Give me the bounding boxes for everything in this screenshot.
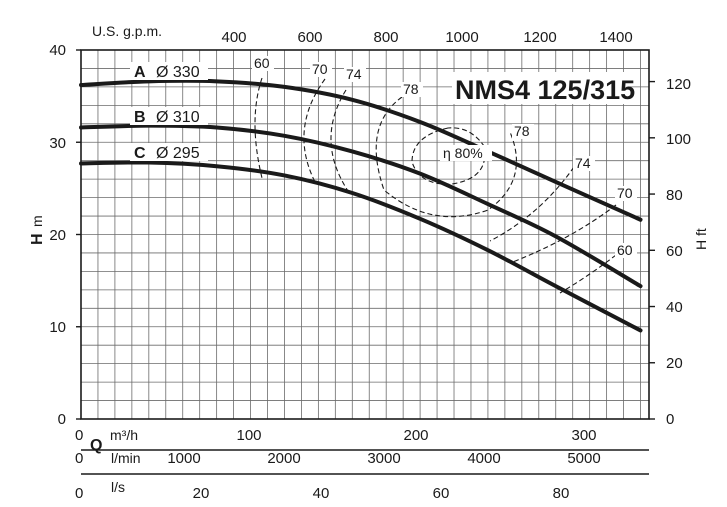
- left-tick: 40: [49, 42, 66, 59]
- bottom-m3h-tick: 0: [75, 427, 83, 444]
- eff-label-bg: [252, 56, 274, 71]
- curve-c: [79, 160, 643, 333]
- efficiency-74-right: [489, 166, 575, 242]
- curve-c-diameter: Ø 295: [156, 145, 200, 162]
- top-tick: 800: [373, 29, 398, 46]
- eff-label-74-left: 74: [346, 66, 362, 82]
- eff-label-70-right: 70: [617, 185, 633, 201]
- eff-label-bg: [310, 62, 332, 77]
- eff-peak-label-bg: [440, 145, 492, 161]
- bottom-m3h-tick: 200: [403, 427, 428, 444]
- right-tick: 120: [666, 76, 691, 93]
- bottom-lmin-tick: 4000: [467, 450, 500, 467]
- efficiency-70-left: [303, 78, 326, 185]
- curve-a-diameter: Ø 330: [156, 64, 200, 81]
- left-axis-label-h: H: [29, 233, 46, 245]
- left-axis-label-unit: m: [29, 215, 45, 227]
- chart-title: NMS4 125/315: [455, 75, 635, 105]
- title-bg: [452, 72, 628, 104]
- curve-labels: A Ø 330 B Ø 310 C Ø 295: [130, 62, 208, 162]
- top-axis-label: U.S. g.p.m.: [92, 23, 162, 39]
- eff-label-bg: [512, 124, 534, 139]
- bottom-ls-label: l/s: [111, 479, 125, 495]
- bottom-ls-tick: 0: [75, 485, 83, 502]
- top-tick: 1000: [445, 29, 478, 46]
- left-tick: 20: [49, 227, 66, 244]
- bottom-m3h-unit: m³/h: [110, 427, 138, 443]
- eff-label-78-right: 78: [514, 123, 530, 139]
- curve-a: [79, 78, 643, 222]
- bottom-m3h-tick: 300: [571, 427, 596, 444]
- efficiency-curves: [254, 77, 617, 294]
- right-axis-label-group: H ft: [693, 228, 709, 250]
- bottom-lmin-label: l/min: [111, 450, 141, 466]
- top-tick: 400: [221, 29, 246, 46]
- eff-label-78-left: 78: [403, 81, 419, 97]
- curve-c-letter: C: [134, 145, 146, 162]
- top-tick: 1200: [523, 29, 556, 46]
- curve-a-letter: A: [134, 64, 146, 81]
- right-tick: 20: [666, 355, 683, 372]
- curve-c-label-bg: [130, 143, 208, 161]
- right-tick: 100: [666, 131, 691, 148]
- curve-b: [79, 123, 643, 289]
- bottom-lmin-tick: 1000: [167, 450, 200, 467]
- top-tick: 1400: [599, 29, 632, 46]
- bottom-ls-tick: 80: [553, 485, 570, 502]
- curve-b-label-bg: [130, 107, 208, 125]
- bottom-lmin-tick: 3000: [367, 450, 400, 467]
- right-tick: 80: [666, 187, 683, 204]
- bottom-lmin-tick: 0: [75, 450, 83, 467]
- bottom-axes: 0 Q m³/h 100 200 300 0 l/min 1000 2000 3…: [75, 427, 649, 502]
- right-axis: 0 20 40 60 80 100 120 H ft: [666, 76, 709, 428]
- chart-grid: [81, 50, 649, 419]
- bottom-m3h-tick: 100: [236, 427, 261, 444]
- eff-label-peak: η 80%: [443, 145, 483, 161]
- right-tick: 60: [666, 243, 683, 260]
- efficiency-78-ring: [375, 96, 517, 218]
- eff-label-70-left: 70: [312, 61, 328, 77]
- efficiency-60-right: [559, 254, 617, 294]
- bottom-ls-tick: 60: [433, 485, 450, 502]
- bottom-lmin-tick: 2000: [267, 450, 300, 467]
- eff-label-60-right: 60: [617, 242, 633, 258]
- eff-label-bg: [401, 82, 423, 97]
- left-tick: 0: [58, 411, 66, 428]
- performance-curves: [79, 78, 643, 333]
- top-tick: 600: [297, 29, 322, 46]
- bottom-lmin-tick: 5000: [567, 450, 600, 467]
- top-axis: U.S. g.p.m. 400 600 800 1000 1200 1400: [92, 23, 633, 46]
- curve-a-label-bg: [130, 62, 208, 80]
- eff-label-bg: [615, 243, 637, 258]
- axis-tick-marks: [76, 49, 655, 420]
- curve-b-diameter: Ø 310: [156, 109, 200, 126]
- eff-label-bg: [344, 67, 366, 82]
- bottom-ls-tick: 40: [313, 485, 330, 502]
- eff-label-60-left: 60: [254, 55, 270, 71]
- eff-label-bg: [615, 186, 637, 201]
- efficiency-70-right: [509, 204, 617, 264]
- left-tick: 10: [49, 319, 66, 336]
- curve-b-letter: B: [134, 109, 146, 126]
- right-axis-label: H ft: [693, 228, 709, 250]
- efficiency-60-left: [254, 77, 263, 179]
- right-tick: 0: [666, 411, 674, 428]
- left-axis-label: H m: [29, 215, 46, 245]
- efficiency-74-left: [330, 89, 349, 192]
- efficiency-labels: 60 70 74 78 78 74 70 60 η 80%: [252, 55, 637, 258]
- left-tick: 30: [49, 135, 66, 152]
- eff-label-74-right: 74: [575, 155, 591, 171]
- left-axis: 40 30 20 10 0 H m: [29, 42, 66, 428]
- bottom-q-label: Q: [90, 437, 102, 454]
- eff-label-bg: [573, 156, 595, 171]
- right-tick: 40: [666, 299, 683, 316]
- bottom-ls-tick: 20: [193, 485, 210, 502]
